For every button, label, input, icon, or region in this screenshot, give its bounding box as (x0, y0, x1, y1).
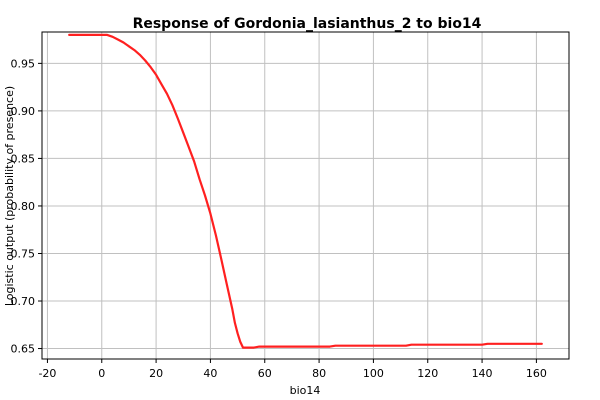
y-tick-label: 0.70 (11, 295, 36, 308)
plot-frame (41, 31, 570, 360)
y-tick-label: 0.95 (11, 57, 36, 70)
x-tick-label: 60 (258, 367, 272, 380)
x-tick-label: 140 (472, 367, 493, 380)
y-tick-label: 0.90 (11, 105, 36, 118)
x-tick-label: 40 (203, 367, 217, 380)
x-tick-label: 120 (417, 367, 438, 380)
x-tick-label: 0 (98, 367, 105, 380)
y-axis-ticks: 0.65 0.70 0.75 0.80 0.85 0.90 0.95 (11, 57, 42, 356)
x-axis-label: bio14 (290, 384, 321, 397)
series-layer (68, 33, 543, 349)
series-line (68, 33, 543, 349)
y-tick-label: 0.80 (11, 200, 36, 213)
x-tick-label: 20 (149, 367, 163, 380)
grid-lines (42, 32, 569, 359)
x-tick-label: 160 (526, 367, 547, 380)
y-tick-label: 0.75 (11, 247, 36, 260)
y-tick-label: 0.65 (11, 343, 36, 356)
y-axis-label: Logistic output (probability of presence… (3, 86, 16, 306)
plot-area (42, 32, 569, 359)
x-tick-label: -20 (38, 367, 56, 380)
x-tick-label: 100 (363, 367, 384, 380)
x-axis-ticks: -20 0 20 40 60 80 100 120 140 160 (38, 359, 547, 380)
chart-title: Response of Gordonia_lasianthus_2 to bio… (133, 16, 482, 32)
x-tick-label: 80 (312, 367, 326, 380)
y-tick-label: 0.85 (11, 152, 36, 165)
